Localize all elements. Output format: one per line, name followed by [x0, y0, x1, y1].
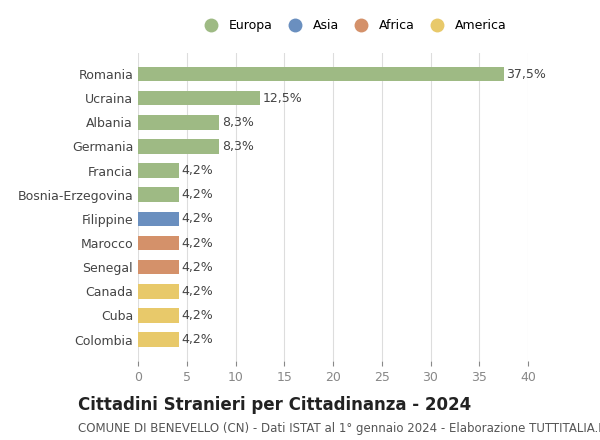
- Text: 8,3%: 8,3%: [222, 140, 254, 153]
- Bar: [138, 308, 179, 323]
- Bar: [138, 260, 179, 275]
- Text: 4,2%: 4,2%: [182, 188, 214, 201]
- Bar: [138, 187, 179, 202]
- Text: 4,2%: 4,2%: [182, 237, 214, 249]
- Bar: [138, 284, 179, 298]
- Text: 8,3%: 8,3%: [222, 116, 254, 129]
- Legend: Europa, Asia, Africa, America: Europa, Asia, Africa, America: [199, 19, 506, 32]
- Bar: [138, 115, 219, 129]
- Bar: [138, 236, 179, 250]
- Text: 4,2%: 4,2%: [182, 213, 214, 225]
- Text: 4,2%: 4,2%: [182, 333, 214, 346]
- Text: 4,2%: 4,2%: [182, 285, 214, 298]
- Bar: [138, 212, 179, 226]
- Bar: [138, 139, 219, 154]
- Text: 12,5%: 12,5%: [263, 92, 302, 105]
- Text: 37,5%: 37,5%: [506, 68, 547, 81]
- Text: COMUNE DI BENEVELLO (CN) - Dati ISTAT al 1° gennaio 2024 - Elaborazione TUTTITAL: COMUNE DI BENEVELLO (CN) - Dati ISTAT al…: [78, 422, 600, 436]
- Bar: [138, 91, 260, 106]
- Text: 4,2%: 4,2%: [182, 164, 214, 177]
- Text: 4,2%: 4,2%: [182, 260, 214, 274]
- Bar: [138, 67, 503, 81]
- Text: 4,2%: 4,2%: [182, 309, 214, 322]
- Bar: [138, 332, 179, 347]
- Bar: [138, 163, 179, 178]
- Text: Cittadini Stranieri per Cittadinanza - 2024: Cittadini Stranieri per Cittadinanza - 2…: [78, 396, 471, 414]
